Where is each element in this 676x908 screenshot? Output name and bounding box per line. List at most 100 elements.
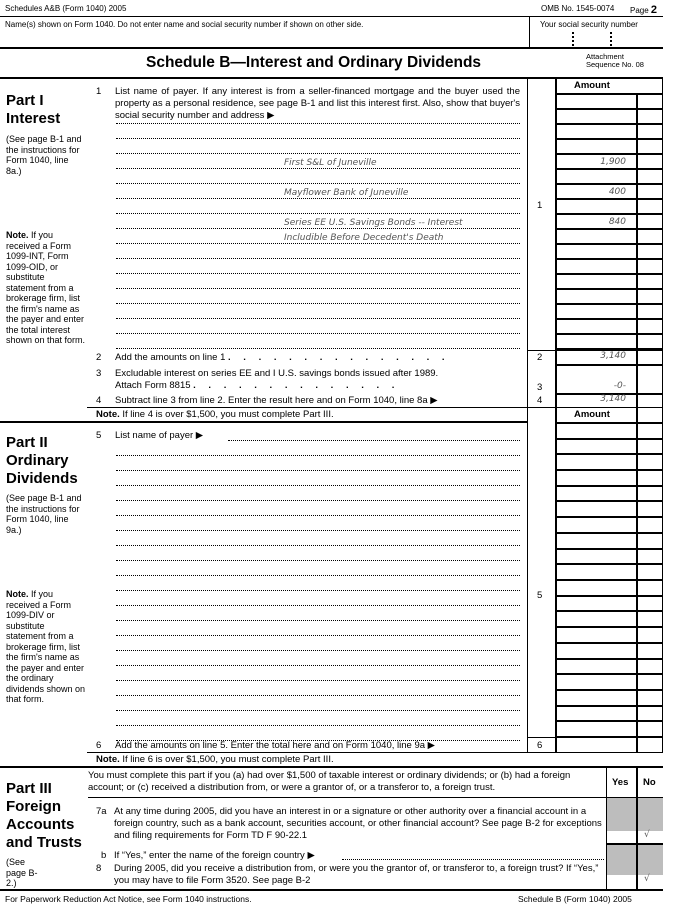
part1-subtitle: Interest: [6, 110, 61, 127]
line-number-box: 3: [537, 382, 543, 393]
payer-row[interactable]: [116, 471, 520, 486]
note-text: If you received a Form 1099-DIV or subst…: [6, 589, 86, 704]
line-number-box: 5: [537, 590, 543, 601]
ssn-field[interactable]: [532, 30, 662, 46]
payer-row[interactable]: [116, 289, 520, 304]
payer-row[interactable]: [116, 591, 520, 606]
payer-row[interactable]: [116, 711, 520, 726]
payer-row[interactable]: [116, 546, 520, 561]
attachment-label: Attachment: [586, 52, 624, 61]
payer-row[interactable]: [116, 109, 520, 124]
payer-row[interactable]: [116, 304, 520, 319]
name-field[interactable]: [5, 30, 525, 46]
page-label: Page 2: [630, 4, 657, 16]
payer-row[interactable]: [116, 274, 520, 289]
payer-row[interactable]: [116, 501, 520, 516]
payer-row[interactable]: [116, 666, 520, 681]
payer-row[interactable]: [116, 696, 520, 711]
line3-amount[interactable]: -0-: [613, 381, 626, 391]
page-label-text: Page: [630, 6, 649, 15]
payer-row[interactable]: [116, 606, 520, 621]
line-number: 6: [96, 740, 102, 751]
payer-row[interactable]: [116, 576, 520, 591]
note-label: Note.: [96, 754, 120, 765]
part1-title: Part I Interest: [6, 92, 60, 128]
payer-row[interactable]: [116, 651, 520, 666]
line-number: 5: [96, 430, 102, 441]
part3-title-text: Part III: [6, 780, 52, 797]
name-label: Name(s) shown on Form 1040. Do not enter…: [5, 20, 364, 29]
payer-row[interactable]: Includible Before Decedent's Death: [116, 229, 520, 244]
q8-yes-checkbox[interactable]: [607, 875, 636, 889]
form-header-left: Schedules A&B (Form 1040) 2005: [5, 4, 127, 13]
question-7b: If “Yes,” enter the name of the foreign …: [114, 850, 315, 861]
payer-name: Series EE U.S. Savings Bonds -- Interest: [284, 218, 463, 228]
sequence-number: Sequence No. 08: [586, 60, 644, 69]
part3-subtitle: Foreign: [6, 798, 61, 815]
part2-see: (See page B-1 and the instructions for F…: [6, 493, 82, 535]
line2-amount[interactable]: 3,140: [600, 351, 626, 361]
payer-field[interactable]: [228, 429, 520, 441]
payer-row[interactable]: [116, 636, 520, 651]
payer-row[interactable]: [116, 259, 520, 274]
payer-row[interactable]: [116, 621, 520, 636]
note-text: If line 4 is over $1,500, you must compl…: [119, 409, 334, 420]
payer-row[interactable]: [116, 244, 520, 259]
part2-note-line: Note. If line 6 is over $1,500, you must…: [96, 754, 334, 766]
payer-row[interactable]: [116, 486, 520, 501]
yes-header: Yes: [612, 777, 629, 788]
payer-row[interactable]: [116, 169, 520, 184]
amount-header: Amount: [574, 409, 610, 420]
note-label: Note.: [6, 589, 29, 599]
payer-name: Includible Before Decedent's Death: [284, 233, 444, 243]
foreign-country-field[interactable]: [342, 849, 604, 860]
payer-row[interactable]: First S&L of Juneville: [116, 154, 520, 169]
line-number: 4: [96, 395, 102, 406]
payer-row[interactable]: [116, 561, 520, 576]
payer-row[interactable]: [116, 319, 520, 334]
divider: [529, 17, 530, 47]
payer-row[interactable]: [116, 531, 520, 546]
payer-row[interactable]: [116, 726, 520, 741]
payer-row[interactable]: [116, 516, 520, 531]
line-number: 3: [96, 368, 102, 379]
payer-amount[interactable]: 840: [608, 217, 626, 227]
part1-note-line: Note. If line 4 is over $1,500, you must…: [96, 409, 334, 421]
line3-label2: Attach Form 8815: [115, 380, 191, 391]
payer-row[interactable]: Series EE U.S. Savings Bonds -- Interest: [116, 214, 520, 229]
payer-row[interactable]: [116, 139, 520, 154]
line-number-box: 2: [537, 352, 543, 363]
part3-subtitle: Accounts: [6, 816, 75, 833]
payer-row[interactable]: [116, 124, 520, 139]
payer-amount[interactable]: 1,900: [600, 157, 626, 167]
footer-notice: For Paperwork Reduction Act Notice, see …: [5, 894, 252, 904]
payer-row[interactable]: [116, 681, 520, 696]
line-number-box: 6: [537, 740, 543, 751]
payer-row[interactable]: Mayflower Bank of Juneville: [116, 184, 520, 199]
part2-title: Part II Ordinary Dividends: [6, 434, 78, 488]
question-8: During 2005, did you receive a distribut…: [114, 863, 599, 886]
payer-row[interactable]: [116, 199, 520, 214]
line4-amount[interactable]: 3,140: [600, 394, 626, 404]
part3-see: (See page B-2.): [6, 857, 38, 888]
part2-subtitle: Ordinary: [6, 452, 69, 469]
part3-intro: You must complete this part if you (a) h…: [88, 770, 571, 793]
divider: [0, 889, 663, 891]
note-text: If line 6 is over $1,500, you must compl…: [119, 754, 334, 765]
line6-text: Add the amounts on line 5. Enter the tot…: [115, 740, 435, 751]
no-header: No: [643, 777, 656, 788]
payer-row[interactable]: [116, 334, 520, 349]
payer-row[interactable]: [116, 441, 520, 456]
omb-number: OMB No. 1545-0074: [541, 4, 615, 13]
line-number-box: 4: [537, 395, 543, 406]
line1-instructions: List name of payer. If any interest is f…: [115, 86, 520, 121]
payer-amount[interactable]: 400: [608, 187, 626, 197]
divider: [0, 421, 527, 423]
q7a-no-checkbox[interactable]: √: [644, 830, 650, 840]
payer-row[interactable]: [116, 456, 520, 471]
divider: [0, 77, 663, 79]
divider: [0, 47, 663, 49]
line-number: b: [101, 850, 107, 861]
form-title: Schedule B—Interest and Ordinary Dividen…: [146, 54, 482, 71]
q8-no-checkbox[interactable]: √: [644, 874, 650, 884]
